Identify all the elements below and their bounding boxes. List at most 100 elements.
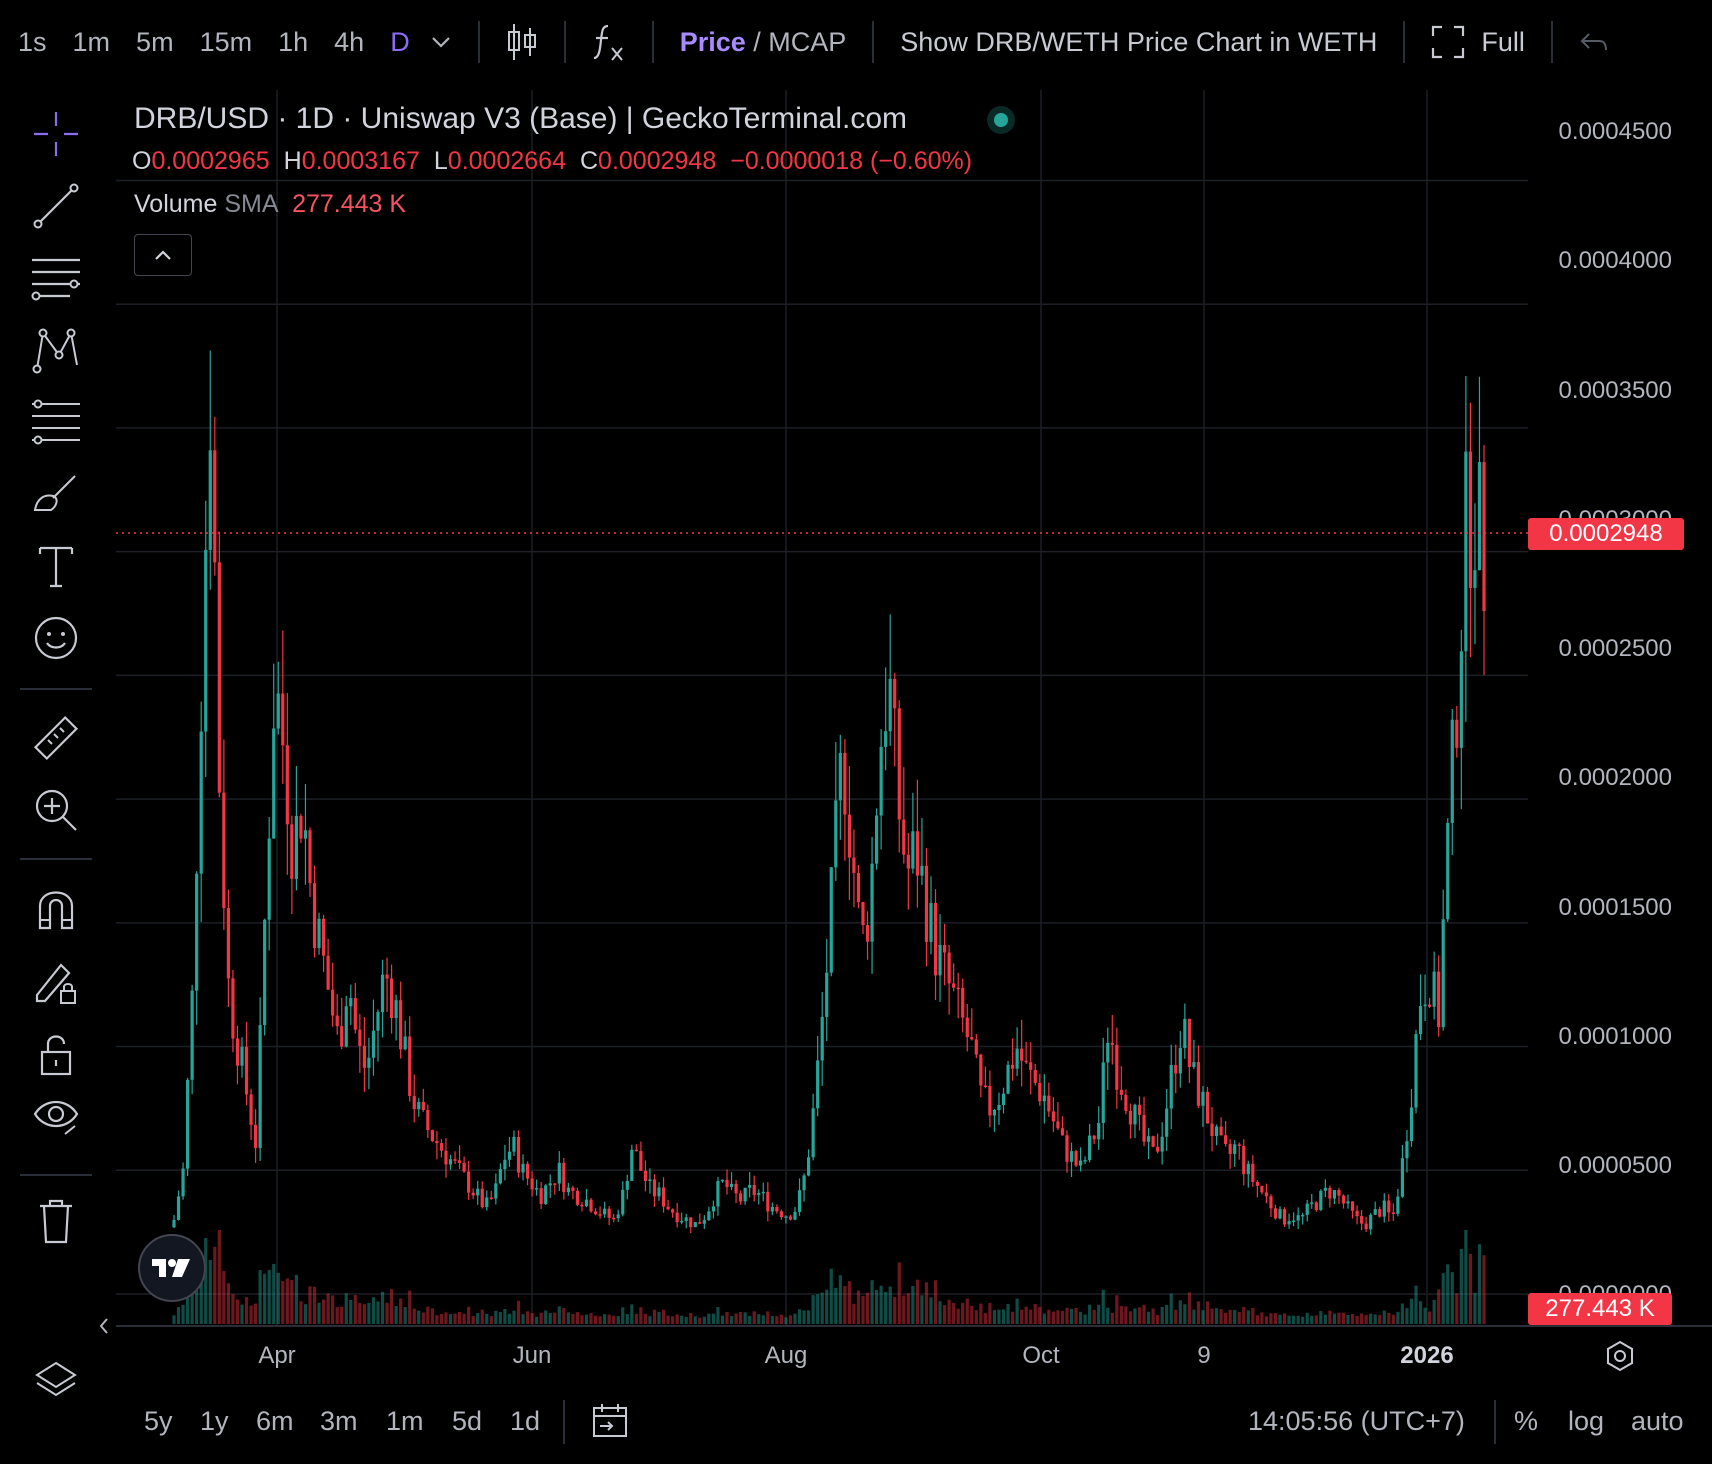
timeframe-15m[interactable]: 15m — [199, 26, 253, 57]
price-option[interactable]: Price — [679, 26, 746, 57]
candle-body — [1192, 1062, 1196, 1068]
fullscreen-button[interactable]: Full — [1481, 26, 1525, 57]
candle-body — [1387, 1200, 1391, 1213]
crosshair-icon[interactable] — [26, 104, 86, 164]
candle-body — [965, 1017, 969, 1038]
volume-bar — [1305, 1312, 1309, 1324]
volume-bar — [639, 1307, 643, 1324]
volume-bar — [648, 1316, 652, 1324]
volume-bar — [1115, 1295, 1119, 1324]
volume-bar — [340, 1306, 344, 1324]
volume-value: 277.443 K — [292, 190, 407, 218]
candle-body — [847, 814, 851, 858]
candle-body — [530, 1178, 534, 1190]
weth-chart-toggle[interactable]: Show DRB/WETH Price Chart in WETH — [900, 26, 1378, 57]
candle-body — [285, 745, 289, 825]
candle-body — [1459, 651, 1463, 748]
magnet-icon[interactable] — [26, 878, 86, 938]
undo-icon[interactable] — [1579, 30, 1609, 54]
range-3m[interactable]: 3m — [320, 1406, 358, 1436]
trash-icon[interactable] — [26, 1192, 86, 1252]
volume-bar — [394, 1305, 398, 1324]
candle-body — [258, 1025, 262, 1148]
timeframe-1h[interactable]: 1h — [278, 26, 309, 57]
zoom-in-icon[interactable] — [26, 780, 86, 840]
volume-bar — [770, 1316, 774, 1324]
volume-bar — [453, 1313, 457, 1324]
volume-bar — [1287, 1315, 1291, 1324]
range-1y[interactable]: 1y — [200, 1406, 229, 1436]
timeframe-4h[interactable]: 4h — [334, 26, 365, 57]
candle-body — [1346, 1201, 1350, 1204]
candle-body — [589, 1199, 593, 1212]
change-value: −0.0000018 (−0.60%) — [730, 147, 973, 175]
volume-bar — [915, 1279, 919, 1324]
range-6m[interactable]: 6m — [256, 1406, 294, 1436]
volume-bar — [1051, 1311, 1055, 1324]
lock-drawings-icon[interactable] — [26, 952, 86, 1012]
candle-body — [430, 1130, 434, 1142]
chart-grid — [116, 90, 1528, 1326]
chevron-down-icon[interactable] — [430, 35, 452, 49]
volume-bar — [1074, 1307, 1078, 1324]
volume-bar — [503, 1309, 507, 1324]
text-tool-icon[interactable] — [26, 536, 86, 596]
brush-icon[interactable] — [26, 464, 86, 524]
volume-bar — [512, 1310, 516, 1324]
settings-gear-icon[interactable] — [1604, 1340, 1636, 1377]
indicators-fx-icon[interactable] — [592, 22, 626, 62]
fullscreen-icon[interactable] — [1431, 25, 1465, 59]
unlock-icon[interactable] — [26, 1024, 86, 1084]
trend-line-icon[interactable] — [26, 176, 86, 236]
volume-bar — [748, 1315, 752, 1324]
volume-bar — [1060, 1310, 1065, 1324]
range-5d[interactable]: 5d — [452, 1406, 483, 1436]
volume-bar — [1450, 1272, 1454, 1324]
collapse-legend-button[interactable] — [134, 234, 192, 276]
volume-bar — [698, 1317, 702, 1324]
percent-scale-toggle[interactable]: % — [1514, 1406, 1539, 1436]
auto-scale-toggle[interactable]: auto — [1631, 1406, 1684, 1436]
candle-body — [181, 1168, 185, 1197]
clock-timezone[interactable]: 14:05:56 (UTC+7) — [1248, 1406, 1465, 1436]
log-scale-toggle[interactable]: log — [1568, 1406, 1605, 1436]
candle-body — [861, 902, 865, 926]
toggle-slash: / — [745, 26, 769, 57]
volume-bar — [213, 1246, 217, 1324]
horizontal-lines-icon[interactable] — [26, 248, 86, 308]
candle-body — [956, 987, 960, 990]
visibility-eye-icon[interactable] — [26, 1086, 86, 1146]
bottom-divider — [1494, 1400, 1496, 1444]
range-5y[interactable]: 5y — [144, 1406, 173, 1436]
volume-bar — [1178, 1300, 1182, 1324]
volume-bar — [566, 1312, 570, 1324]
fib-retracement-icon[interactable] — [26, 392, 86, 452]
candle-body — [661, 1187, 666, 1207]
candle-body — [1156, 1146, 1160, 1152]
candle-body — [480, 1188, 484, 1208]
go-to-date-calendar-icon[interactable] — [590, 1402, 630, 1445]
pattern-icon[interactable] — [26, 320, 86, 380]
timeframe-5m[interactable]: 5m — [136, 26, 174, 57]
scroll-left-chevron-icon[interactable] — [98, 1316, 110, 1341]
range-1d[interactable]: 1d — [510, 1406, 541, 1436]
volume-bar — [593, 1315, 598, 1324]
range-1m[interactable]: 1m — [386, 1406, 424, 1436]
candlestick-icon[interactable] — [506, 22, 538, 62]
timeframe-1m[interactable]: 1m — [72, 26, 111, 57]
tradingview-logo[interactable] — [138, 1234, 206, 1302]
volume-bar — [281, 1281, 285, 1324]
emoji-icon[interactable] — [26, 608, 86, 668]
ruler-icon[interactable] — [26, 708, 86, 768]
volume-bar — [1296, 1315, 1300, 1324]
price-mcap-toggle[interactable]: Price / MCAP — [680, 27, 847, 58]
time-axis-label: 2026 — [1400, 1342, 1454, 1369]
layers-icon[interactable] — [26, 1352, 86, 1412]
candle-body — [897, 708, 901, 820]
candle-body — [920, 865, 924, 876]
timeframe-D[interactable]: D — [390, 26, 410, 57]
mcap-option[interactable]: MCAP — [768, 26, 847, 57]
volume-bar — [1124, 1306, 1128, 1324]
timeframe-1s[interactable]: 1s — [18, 26, 47, 57]
